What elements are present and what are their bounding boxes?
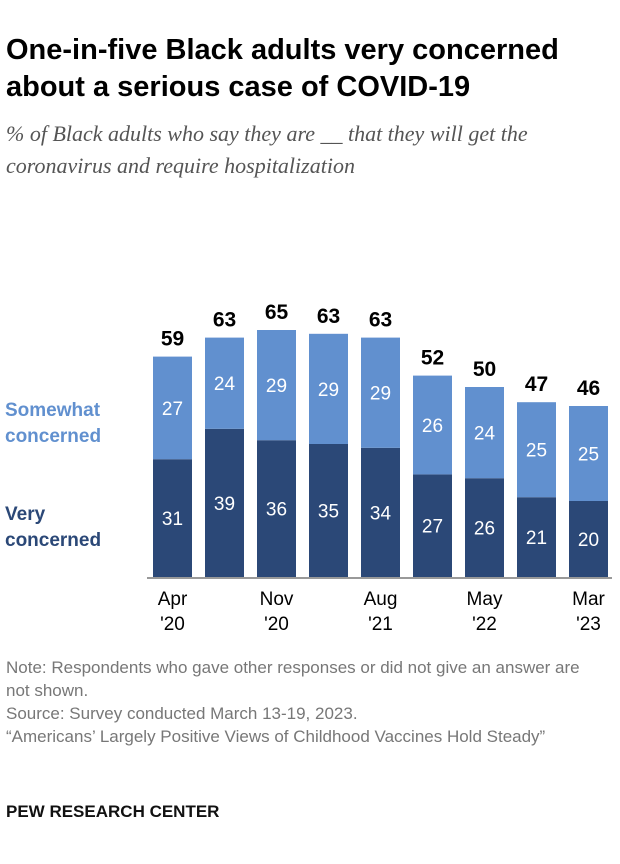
total-label: 47 [525,373,548,396]
total-label: 59 [161,328,184,351]
total-label: 46 [577,377,600,400]
bar-segment [569,501,608,577]
x-tick-label: Mar [572,589,605,610]
bar-segment [465,387,504,479]
source-text: Source: Survey conducted March 13-19, 20… [6,704,358,723]
x-tick-label: '23 [576,614,601,635]
x-tick-label: Nov [260,589,294,610]
bar-segment [361,337,400,448]
legend-label: Very [5,504,46,525]
bar-segment [361,447,400,577]
report-title: “Americans’ Largely Positive Views of Ch… [6,727,546,746]
note-text: Note: Respondents who gave other respons… [6,658,580,700]
data-label: 29 [370,384,391,405]
total-label: 50 [473,358,496,381]
total-label: 52 [421,347,444,370]
data-label: 24 [474,424,496,445]
bar-segment [205,428,244,577]
data-label: 26 [474,519,495,540]
legend-label: Somewhat [5,400,101,421]
chart-title: One-in-five Black adults very concerned … [6,34,559,103]
data-label: 26 [422,416,443,437]
data-label: 35 [318,502,339,523]
data-label: 24 [214,374,236,395]
bar-segment [465,478,504,577]
data-label: 27 [162,399,183,420]
bar-segment [517,497,556,577]
bar-segment [153,459,192,577]
x-tick-label: '21 [368,614,393,635]
total-label: 63 [213,309,236,332]
data-label: 29 [266,376,287,397]
x-tick-label: '22 [472,614,497,635]
bar-segment [309,333,348,444]
total-label: 65 [265,301,289,324]
x-tick-label: May [467,589,503,610]
data-label: 39 [214,494,235,515]
bar-segment [413,375,452,475]
data-label: 25 [578,445,599,466]
data-label: 27 [422,517,443,538]
data-label: 29 [318,380,339,401]
data-label: 31 [162,509,183,530]
data-label: 25 [526,441,547,462]
data-label: 34 [370,503,392,524]
data-label: 21 [526,528,547,549]
bar-segment [257,330,296,441]
bar-segment [153,356,192,460]
x-tick-label: '20 [264,614,289,635]
total-label: 63 [317,305,340,328]
x-tick-label: Apr [158,589,188,610]
brand-logo: PEW RESEARCH CENTER [6,802,220,821]
stacked-bar-chart: 31 27 59 Apr '20 39 24 63 36 29 65 Nov '20 35 29 63 34 29… [5,301,612,635]
bar-segment [205,337,244,429]
bar-segment [257,440,296,577]
x-tick-label: Aug [364,589,398,610]
chart-subtitle: % of Black adults who say they are __ th… [6,121,528,178]
notes: Note: Respondents who gave other respons… [6,656,606,748]
x-tick-label: '20 [160,614,185,635]
legend-label: concerned [5,426,101,447]
total-label: 63 [369,309,392,332]
data-label: 36 [266,500,287,521]
bar-segment [309,444,348,577]
data-label: 20 [578,530,599,551]
bar-segment [517,402,556,498]
legend-label: concerned [5,530,101,551]
bar-segment [569,406,608,501]
bar-segment [413,474,452,577]
